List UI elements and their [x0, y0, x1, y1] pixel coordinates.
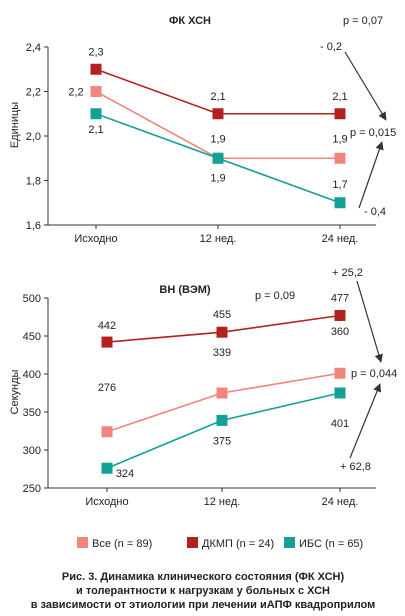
chart2-p-top: p = 0,09	[255, 290, 295, 302]
chart2-title: ВН (ВЭМ)	[159, 284, 211, 296]
x-tick-label: 12 нед.	[200, 233, 237, 245]
y-tick-label: 2,4	[26, 42, 41, 54]
chart1-delta-bottom: - 0,4	[364, 206, 386, 218]
y-tick-label: 300	[23, 445, 41, 457]
chart1-arrow-top	[344, 51, 387, 121]
chart-vn-vem: ВН (ВЭМ) Секунды 250 300 350 400 450 500 Исхо…	[9, 267, 397, 508]
x-tick-label: 24 нед.	[322, 233, 359, 245]
chart2-y-ticks: 250 300 350 400 450 500	[23, 293, 48, 495]
data-point-all	[101, 426, 113, 438]
chart1-series-points	[90, 63, 346, 209]
data-label-ibs: 401	[331, 418, 349, 430]
data-point-ibs	[334, 197, 346, 209]
data-point-ibs	[90, 108, 102, 120]
chart2-p-mid: p = 0,044	[351, 368, 397, 380]
y-tick-label: 250	[23, 483, 41, 495]
y-tick-label: 400	[23, 369, 41, 381]
chart2-delta-top: + 25,2	[332, 267, 363, 279]
caption-line-2: и толерантности к нагрузкам у больных с …	[76, 585, 330, 597]
chart1-title: ФК ХСН	[169, 15, 211, 27]
data-label-dcmp: 2,1	[210, 91, 225, 103]
x-tick-label: Исходно	[74, 233, 117, 245]
data-label-all: 1,9	[332, 133, 347, 145]
chart1-arrow-bottom	[358, 141, 384, 209]
data-point-dcmp	[212, 108, 224, 120]
chart1-x-ticks: Исходно 12 нед. 24 нед.	[74, 225, 358, 245]
data-point-dcmp	[334, 108, 346, 120]
x-tick-label: Исходно	[85, 496, 128, 508]
y-tick-label: 500	[23, 293, 41, 305]
y-tick-label: 1,6	[26, 220, 41, 232]
data-point-all	[90, 86, 102, 97]
chart-fk-hsn: ФК ХСН Единицы 1,6 1,8 2,0 2,2 2,4 Исходно 12…	[9, 15, 396, 245]
data-point-all	[216, 387, 228, 399]
series-line-ibs	[106, 392, 341, 469]
y-tick-label: 350	[23, 407, 41, 419]
chart2-arrow-top	[356, 280, 383, 363]
chart1-y-ticks: 1,6 1,8 2,0 2,2 2,4	[26, 42, 48, 232]
data-label-dcmp: 442	[98, 320, 116, 332]
y-tick-label: 2,2	[26, 87, 41, 99]
x-tick-label: 12 нед.	[204, 496, 241, 508]
data-point-dcmp	[101, 336, 113, 348]
legend-swatch-ibs	[284, 537, 295, 548]
chart2-arrow-bottom	[349, 383, 382, 459]
data-label-dcmp: 455	[213, 309, 231, 321]
data-point-ibs	[212, 152, 224, 164]
chart2-x-ticks: Исходно 12 нед. 24 нед.	[85, 488, 358, 508]
data-label-all: 1,9	[210, 133, 225, 145]
data-label-ibs: 2,1	[88, 124, 103, 136]
chart2-series-points	[101, 309, 346, 474]
chart2-delta-bottom: + 62,8	[340, 461, 371, 473]
y-tick-label: 1,8	[26, 176, 41, 188]
x-tick-label: 24 нед.	[322, 496, 359, 508]
data-point-dcmp	[334, 309, 346, 321]
legend: Все (n = 89) ДКМП (n = 24) ИБС (n = 65)	[77, 537, 363, 550]
chart1-p-top: p = 0,07	[343, 15, 383, 27]
legend-label-all: Все (n = 89)	[92, 538, 152, 550]
data-point-dcmp	[90, 63, 102, 75]
chart1-p-mid: p = 0,015	[350, 127, 396, 139]
chart2-data-labels: 442 455 477 276 339 360 324 375 401	[98, 292, 349, 480]
data-label-all: 339	[213, 347, 231, 359]
data-point-dcmp	[216, 326, 228, 338]
data-point-all	[334, 152, 346, 164]
data-label-ibs: 324	[116, 468, 134, 480]
data-label-ibs: 1,9	[210, 172, 225, 184]
legend-label-ibs: ИБС (n = 65)	[299, 538, 363, 550]
legend-label-dcmp: ДКМП (n = 24)	[202, 538, 274, 550]
caption-line-3: в зависимости от этиологии при лечении и…	[31, 599, 376, 611]
legend-swatch-dcmp	[187, 537, 198, 548]
chart2-ylabel: Секунды	[9, 369, 21, 414]
y-tick-label: 450	[23, 331, 41, 343]
chart2-axes	[47, 298, 376, 489]
data-point-all	[334, 367, 346, 379]
chart1-data-labels: 2,3 2,1 2,1 2,2 1,9 1,9 2,1 1,9 1,7	[68, 46, 347, 191]
data-point-ibs	[334, 387, 346, 399]
caption-line-1: Рис. 3. Динамика клинического состояния …	[62, 571, 345, 583]
data-label-ibs: 1,7	[332, 179, 347, 191]
y-tick-label: 2,0	[26, 131, 41, 143]
legend-swatch-all	[77, 537, 88, 548]
chart1-ylabel: Единицы	[9, 102, 21, 148]
data-label-all: 360	[331, 326, 349, 338]
data-label-all: 2,2	[68, 87, 83, 99]
chart1-delta-top: - 0,2	[320, 41, 342, 53]
data-point-ibs	[101, 462, 113, 474]
data-label-dcmp: 477	[331, 292, 349, 304]
data-label-dcmp: 2,3	[88, 46, 103, 58]
data-label-ibs: 375	[213, 435, 231, 447]
data-label-all: 276	[98, 382, 116, 394]
data-point-ibs	[216, 414, 228, 426]
data-label-dcmp: 2,1	[332, 91, 347, 103]
